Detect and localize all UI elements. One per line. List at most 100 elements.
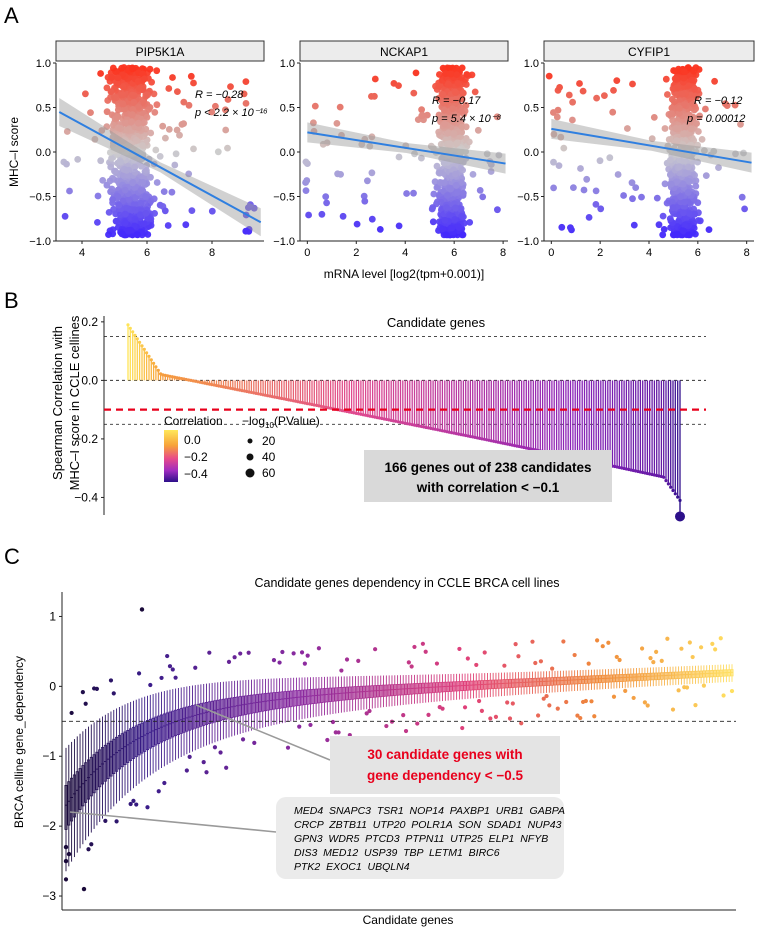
data-point bbox=[687, 125, 695, 133]
gene-list-box bbox=[276, 797, 564, 879]
outlier-point bbox=[575, 713, 580, 718]
data-point bbox=[323, 139, 331, 147]
data-point bbox=[435, 128, 443, 136]
box-body bbox=[384, 684, 388, 697]
data-point bbox=[139, 142, 146, 149]
data-point bbox=[361, 197, 369, 205]
outlier-point bbox=[356, 658, 361, 664]
data-point bbox=[129, 179, 137, 187]
data-point bbox=[495, 151, 503, 159]
outlier-point bbox=[550, 666, 555, 671]
data-point bbox=[180, 120, 188, 127]
data-point bbox=[628, 179, 636, 187]
box-body bbox=[140, 722, 144, 754]
outlier-point bbox=[572, 652, 577, 658]
data-point bbox=[474, 126, 482, 134]
data-point bbox=[443, 192, 451, 199]
data-point bbox=[113, 114, 121, 121]
stat-r: R = −0.17 bbox=[432, 95, 481, 107]
data-point bbox=[451, 88, 459, 96]
data-point bbox=[445, 80, 452, 88]
outlier-point bbox=[426, 712, 431, 717]
data-point bbox=[302, 187, 310, 195]
lollipop-head bbox=[457, 432, 461, 436]
data-point bbox=[143, 167, 150, 174]
box-body bbox=[283, 691, 287, 708]
y-tick-label: −0.4 bbox=[74, 490, 98, 504]
data-point bbox=[156, 153, 164, 160]
box-body bbox=[286, 690, 290, 708]
y-axis-label-b-line1: Spearman Correlation with bbox=[50, 326, 65, 480]
x-tick-label: 4 bbox=[402, 247, 408, 259]
box-body bbox=[367, 685, 371, 699]
lollipop-head bbox=[256, 392, 260, 396]
facet-nckap1: NCKAP1 1.00.50.0−0.5−1.00 2 4 6 8 R = −0.17 … bbox=[273, 40, 509, 259]
data-point bbox=[131, 216, 139, 223]
y-tick-label: −3 bbox=[42, 889, 56, 903]
data-point bbox=[74, 156, 82, 163]
outlier-point bbox=[103, 818, 108, 823]
outlier-point bbox=[246, 650, 251, 655]
outlier-point bbox=[648, 656, 653, 661]
facet-pip5k1a: PIP5K1A 1.0 0.5 0.0 −0.5 −1.0 4 6 8 R = −0.28 p… bbox=[29, 40, 268, 259]
data-point bbox=[681, 124, 689, 131]
box-body bbox=[219, 699, 223, 721]
data-point bbox=[185, 170, 193, 178]
outlier-point bbox=[564, 699, 569, 705]
lollipop-head bbox=[133, 333, 137, 337]
lollipop-head bbox=[506, 442, 510, 446]
outlier-point bbox=[631, 695, 636, 701]
box-body bbox=[115, 736, 119, 772]
data-point bbox=[376, 226, 384, 233]
data-point bbox=[680, 130, 687, 138]
outlier-point bbox=[271, 657, 277, 663]
box-body bbox=[308, 689, 312, 705]
box-body bbox=[379, 684, 383, 698]
data-point bbox=[114, 106, 122, 114]
outlier-point bbox=[505, 700, 510, 705]
outlier-point bbox=[297, 724, 302, 729]
data-point bbox=[107, 88, 115, 95]
lollipop-head bbox=[296, 400, 300, 404]
data-point bbox=[144, 91, 152, 99]
data-point bbox=[433, 162, 441, 170]
box-body bbox=[275, 692, 279, 710]
data-point bbox=[440, 179, 448, 187]
data-point bbox=[569, 116, 576, 124]
data-point bbox=[119, 91, 127, 99]
data-point bbox=[114, 124, 122, 132]
data-point bbox=[624, 125, 631, 132]
data-point bbox=[440, 159, 448, 167]
outlier-point bbox=[299, 650, 305, 655]
outlier-point bbox=[547, 703, 552, 708]
data-point bbox=[698, 136, 706, 143]
y-tick-label: −2 bbox=[42, 819, 56, 833]
data-point bbox=[439, 225, 447, 233]
box-body bbox=[331, 687, 335, 702]
data-point bbox=[691, 210, 698, 218]
stat-r: R = −0.28 bbox=[195, 89, 244, 101]
data-point bbox=[682, 169, 689, 177]
box-body bbox=[381, 684, 385, 697]
data-point bbox=[555, 162, 563, 170]
box-body bbox=[247, 695, 251, 715]
outlier-point bbox=[561, 639, 566, 644]
data-point bbox=[113, 79, 121, 87]
x-tick-label: 2 bbox=[597, 247, 603, 259]
box-body bbox=[188, 705, 192, 731]
data-point bbox=[371, 92, 378, 100]
data-point bbox=[462, 102, 470, 109]
box-body bbox=[311, 688, 315, 704]
box-body bbox=[221, 698, 225, 721]
box-body bbox=[171, 710, 175, 738]
data-point bbox=[630, 221, 638, 229]
y-axis-c: 1 0 −1 −2 −3 bbox=[42, 592, 736, 911]
data-point bbox=[172, 150, 180, 158]
outlier-point bbox=[285, 745, 291, 750]
box-body bbox=[418, 683, 422, 695]
y-tick-label: 1.0 bbox=[36, 58, 51, 70]
y-tick-label: −0.5 bbox=[517, 192, 539, 204]
outlier-point bbox=[595, 638, 600, 643]
lollipop-head bbox=[147, 354, 151, 358]
data-point bbox=[429, 218, 437, 226]
